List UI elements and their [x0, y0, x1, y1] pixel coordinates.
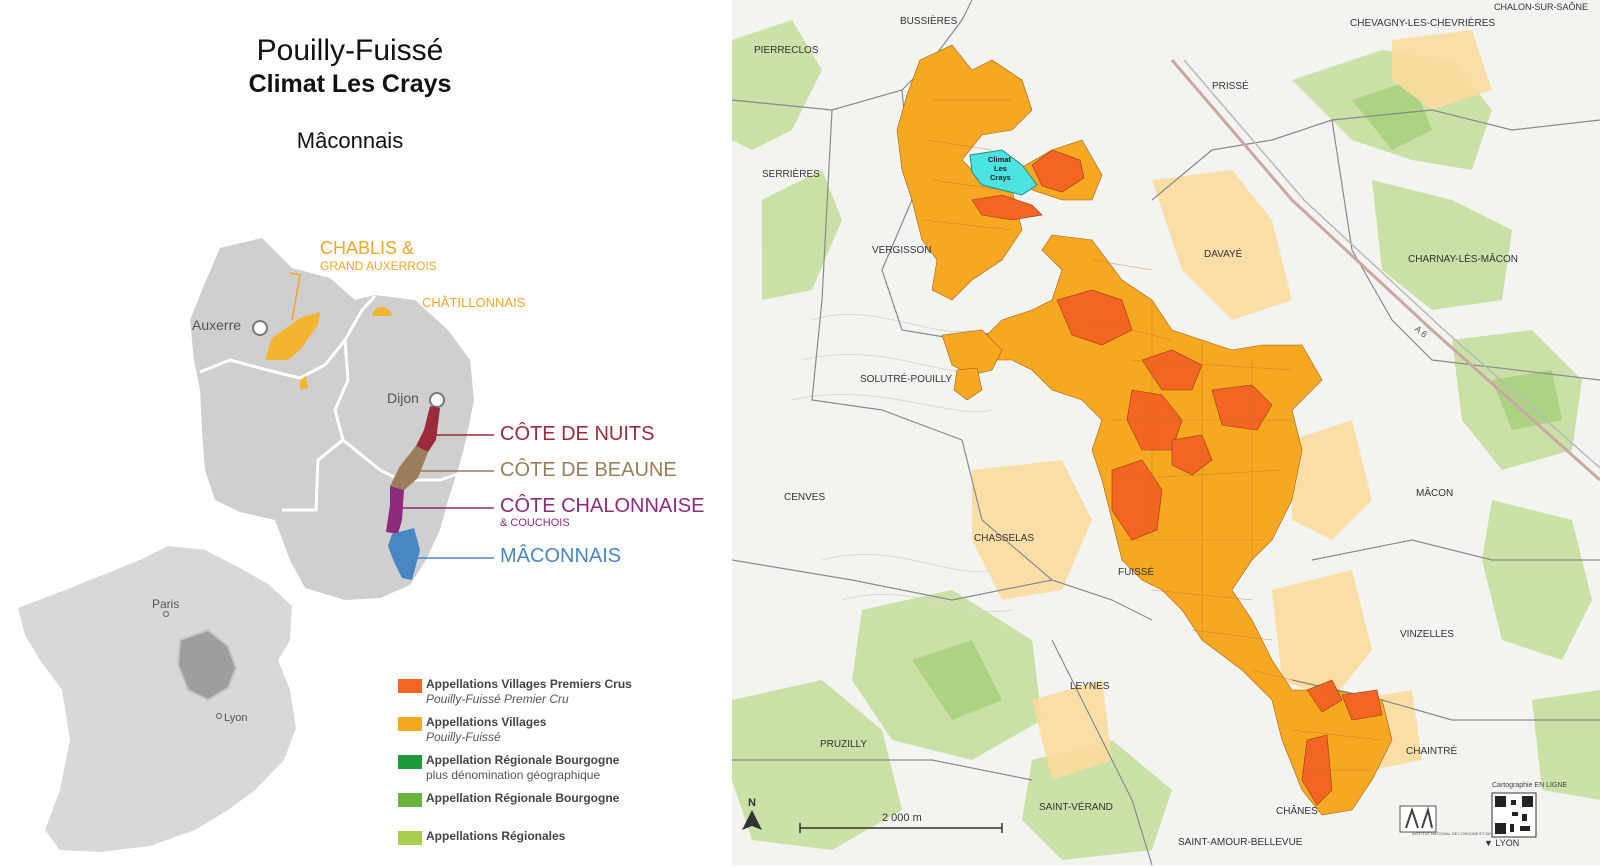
left-panel: Pouilly-Fuissé Climat Les Crays Mâconnai…	[0, 0, 732, 865]
legend-swatch	[398, 717, 422, 731]
climat-label-2: Les	[994, 164, 1007, 173]
burgundy-in-france	[176, 628, 238, 702]
town-charnay: CHARNAY-LÈS-MÂCON	[1408, 252, 1518, 265]
qr-caption: Cartographie EN LIGNE	[1492, 782, 1567, 789]
cote-de-beaune-label: CÔTE DE BEAUNE	[500, 458, 677, 481]
france-shape	[18, 546, 296, 852]
inao-logo	[1399, 805, 1437, 833]
legend-item-bourgogne-geo: Appellation Régionale Bourgogne plus dén…	[398, 753, 698, 783]
qr-code-icon[interactable]	[1491, 792, 1537, 838]
town-chanes: CHÂNES	[1276, 804, 1318, 817]
appellation-map-svg: A 6	[732, 0, 1600, 865]
climat-les-crays[interactable]	[969, 149, 1038, 196]
town-fuisse: FUISSÉ	[1118, 565, 1154, 578]
chatillonnais-label: CHÂTILLONNAIS	[422, 295, 526, 310]
town-saint-verand: SAINT-VÉRAND	[1039, 800, 1113, 813]
chablis-label: CHABLIS &	[320, 238, 414, 258]
town-leynes: LEYNES	[1070, 681, 1110, 692]
legend-swatch	[398, 755, 422, 769]
auxerre-label: Auxerre	[192, 317, 241, 333]
town-cenves: CENVES	[784, 492, 825, 503]
town-solutre: SOLUTRÉ-POUILLY	[860, 372, 952, 385]
scale-label: 2 000 m	[882, 812, 922, 824]
cote-de-nuits-area	[416, 406, 440, 452]
chablis-sub-label: GRAND AUXERROIS	[320, 259, 437, 273]
maconnais-area	[388, 528, 420, 580]
cote-de-nuits-label: CÔTE DE NUITS	[500, 422, 654, 445]
town-chevagny: CHEVAGNY-LES-CHEVRIÈRES	[1350, 16, 1495, 29]
legend-item-premier-cru: Appellations Villages Premiers Crus Poui…	[398, 677, 698, 707]
town-bussieres: BUSSIÈRES	[900, 14, 958, 27]
town-vinzelles: VINZELLES	[1400, 629, 1454, 640]
inao-caption: INSTITUT NATIONAL DE L'ORIGINE ET DE LA …	[1412, 831, 1515, 836]
town-pierreclos: PIERRECLOS	[754, 45, 819, 56]
town-pruzilly: PRUZILLY	[820, 739, 867, 750]
legend: Appellations Villages Premiers Crus Poui…	[398, 677, 698, 867]
cote-chalonnaise-label: CÔTE CHALONNAISE	[500, 494, 704, 517]
legend-swatch	[398, 679, 422, 693]
north-arrow-icon	[742, 810, 762, 830]
legend-item-regionales: Appellations Régionales	[398, 829, 698, 849]
dijon-label: Dijon	[387, 390, 419, 406]
region-title: Mâconnais	[296, 128, 404, 153]
town-davaye: DAVAYÉ	[1204, 247, 1243, 260]
legend-swatch	[398, 793, 422, 807]
climat-label-3: Crays	[990, 173, 1011, 182]
town-serrieres: SERRIÈRES	[762, 167, 820, 180]
lyon-label: Lyon	[224, 712, 247, 724]
town-chaintre: CHAINTRÉ	[1406, 744, 1457, 757]
burgundy-locator-map: Paris Lyon CHABLIS & GRAND AUXERROIS CHÂ…	[18, 238, 704, 852]
cote-chalonnaise-area	[386, 486, 404, 534]
north-label: N	[748, 797, 756, 809]
chablis-area	[265, 312, 320, 360]
chatillonnais-area	[372, 307, 392, 316]
couchois-label: & COUCHOIS	[500, 517, 570, 529]
town-chasselas: CHASSELAS	[974, 533, 1034, 544]
legend-swatch	[398, 831, 422, 845]
climat-label-1: Climat	[988, 155, 1011, 164]
town-macon: MÂCON	[1416, 486, 1453, 499]
town-vergisson: VERGISSON	[872, 245, 931, 256]
lyon-direction: ▼ LYON	[1484, 838, 1519, 848]
cote-de-beaune-area	[390, 446, 428, 490]
climat-title: Climat Les Crays	[248, 70, 452, 98]
legend-item-village: Appellations Villages Pouilly-Fuissé	[398, 715, 698, 745]
appellation-map[interactable]: A 6	[732, 0, 1600, 865]
town-saint-amour: SAINT-AMOUR-BELLEVUE	[1178, 837, 1303, 848]
legend-item-bourgogne: Appellation Régionale Bourgogne	[398, 791, 698, 811]
pouilly-fuisse-villages	[896, 44, 1393, 816]
maconnais-label: MÂCONNAIS	[500, 544, 621, 567]
appellation-title: Pouilly-Fuissé	[256, 34, 444, 67]
town-chalon: CHALON-SUR-SAÔNE	[1494, 2, 1588, 12]
town-prisse: PRISSÉ	[1212, 79, 1249, 92]
paris-label: Paris	[152, 597, 179, 611]
